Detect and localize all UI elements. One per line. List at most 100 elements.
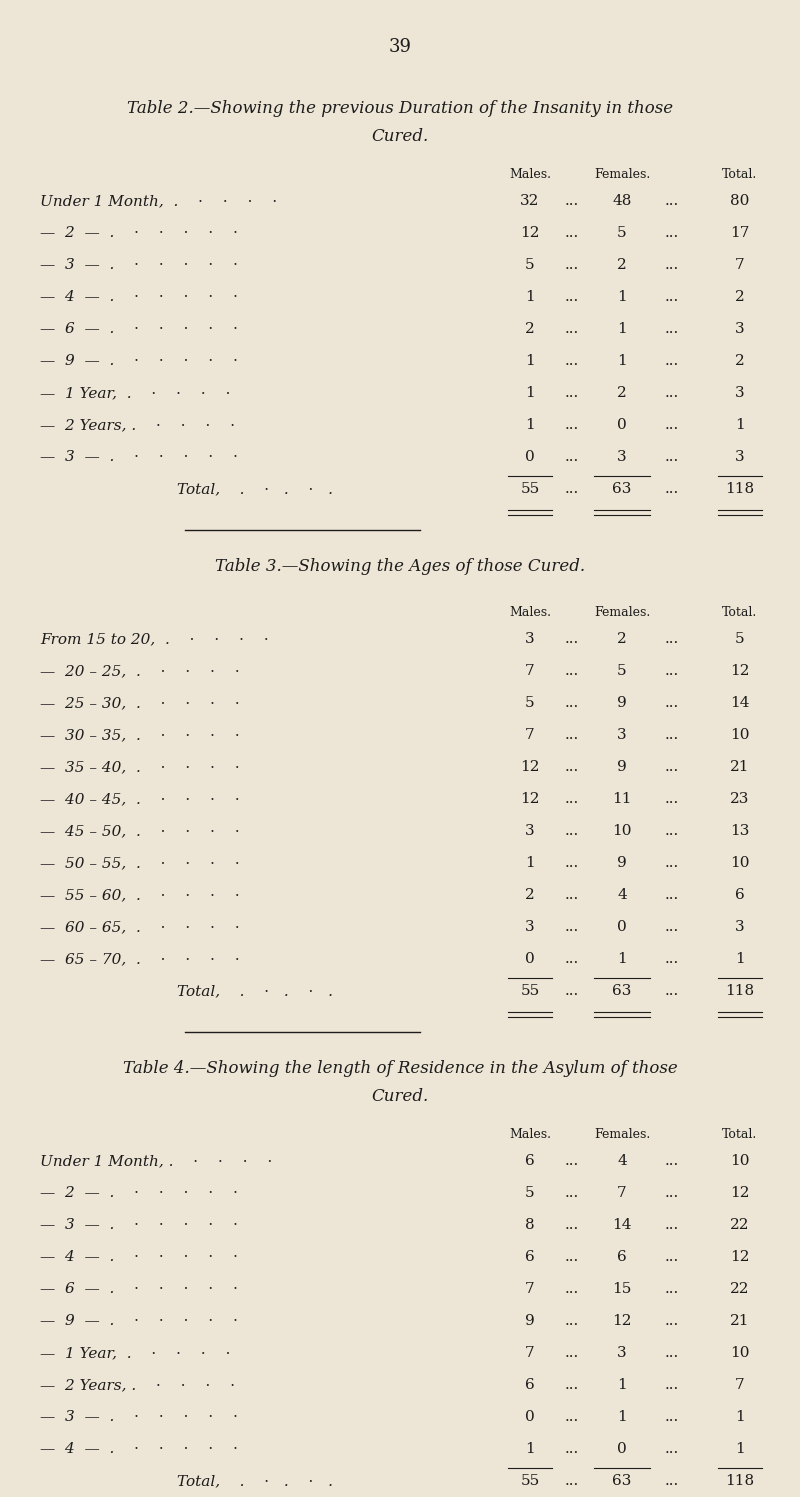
Text: ...: ... — [665, 1410, 679, 1424]
Text: ...: ... — [565, 353, 579, 368]
Text: Total.: Total. — [722, 1129, 758, 1141]
Text: 1: 1 — [525, 418, 535, 433]
Text: ...: ... — [665, 696, 679, 710]
Text: —  2  —  .    ⋅    ⋅    ⋅    ⋅    ⋅: — 2 — . ⋅ ⋅ ⋅ ⋅ ⋅ — [40, 1186, 238, 1201]
Text: Table 2.—Showing the previous Duration of the Insanity in those: Table 2.—Showing the previous Duration o… — [127, 100, 673, 117]
Text: 22: 22 — [730, 1281, 750, 1296]
Text: Males.: Males. — [509, 168, 551, 181]
Text: ...: ... — [565, 1250, 579, 1263]
Text: Table 3.—Showing the Ages of those Cured.: Table 3.—Showing the Ages of those Cured… — [215, 558, 585, 575]
Text: 15: 15 — [612, 1281, 632, 1296]
Text: ...: ... — [665, 482, 679, 496]
Text: 3: 3 — [735, 451, 745, 464]
Text: —  3  —  .    ⋅    ⋅    ⋅    ⋅    ⋅: — 3 — . ⋅ ⋅ ⋅ ⋅ ⋅ — [40, 451, 238, 464]
Text: ...: ... — [565, 1410, 579, 1424]
Text: 23: 23 — [730, 792, 750, 805]
Text: Females.: Females. — [594, 1129, 650, 1141]
Text: 10: 10 — [612, 823, 632, 838]
Text: 39: 39 — [389, 37, 411, 55]
Text: ...: ... — [565, 856, 579, 870]
Text: From 15 to 20,  .    ⋅    ⋅    ⋅    ⋅: From 15 to 20, . ⋅ ⋅ ⋅ ⋅ — [40, 632, 269, 647]
Text: 10: 10 — [730, 1154, 750, 1168]
Text: 13: 13 — [730, 823, 750, 838]
Text: 7: 7 — [525, 665, 535, 678]
Text: ...: ... — [665, 451, 679, 464]
Text: —  65 – 70,  .    ⋅    ⋅    ⋅    ⋅: — 65 – 70, . ⋅ ⋅ ⋅ ⋅ — [40, 952, 240, 966]
Text: —  3  —  .    ⋅    ⋅    ⋅    ⋅    ⋅: — 3 — . ⋅ ⋅ ⋅ ⋅ ⋅ — [40, 1410, 238, 1424]
Text: ...: ... — [565, 888, 579, 903]
Text: ...: ... — [665, 322, 679, 335]
Text: 1: 1 — [525, 856, 535, 870]
Text: ...: ... — [565, 728, 579, 743]
Text: ...: ... — [665, 1250, 679, 1263]
Text: 5: 5 — [617, 665, 627, 678]
Text: Total,    .    ⋅   .    ⋅   .: Total, . ⋅ . ⋅ . — [177, 984, 333, 998]
Text: 9: 9 — [617, 856, 627, 870]
Text: 14: 14 — [730, 696, 750, 710]
Text: 12: 12 — [612, 1314, 632, 1328]
Text: —  2 Years, .    ⋅    ⋅    ⋅    ⋅: — 2 Years, . ⋅ ⋅ ⋅ ⋅ — [40, 1379, 235, 1392]
Text: —  9  —  .    ⋅    ⋅    ⋅    ⋅    ⋅: — 9 — . ⋅ ⋅ ⋅ ⋅ ⋅ — [40, 353, 238, 368]
Text: —  60 – 65,  .    ⋅    ⋅    ⋅    ⋅: — 60 – 65, . ⋅ ⋅ ⋅ ⋅ — [40, 921, 240, 934]
Text: 17: 17 — [730, 226, 750, 240]
Text: 3: 3 — [525, 632, 535, 647]
Text: ...: ... — [565, 665, 579, 678]
Text: Total.: Total. — [722, 606, 758, 618]
Text: Total,    .    ⋅   .    ⋅   .: Total, . ⋅ . ⋅ . — [177, 482, 333, 496]
Text: 12: 12 — [520, 226, 540, 240]
Text: —  40 – 45,  .    ⋅    ⋅    ⋅    ⋅: — 40 – 45, . ⋅ ⋅ ⋅ ⋅ — [40, 792, 240, 805]
Text: 4: 4 — [617, 1154, 627, 1168]
Text: ...: ... — [665, 195, 679, 208]
Text: —  2  —  .    ⋅    ⋅    ⋅    ⋅    ⋅: — 2 — . ⋅ ⋅ ⋅ ⋅ ⋅ — [40, 226, 238, 240]
Text: ...: ... — [565, 322, 579, 335]
Text: Males.: Males. — [509, 606, 551, 618]
Text: 63: 63 — [612, 482, 632, 496]
Text: 0: 0 — [617, 418, 627, 433]
Text: ...: ... — [565, 632, 579, 647]
Text: 11: 11 — [612, 792, 632, 805]
Text: 6: 6 — [735, 888, 745, 903]
Text: 6: 6 — [525, 1154, 535, 1168]
Text: ...: ... — [665, 257, 679, 272]
Text: ...: ... — [665, 1219, 679, 1232]
Text: ...: ... — [565, 1281, 579, 1296]
Text: 7: 7 — [617, 1186, 627, 1201]
Text: ...: ... — [565, 418, 579, 433]
Text: 0: 0 — [525, 952, 535, 966]
Text: Cured.: Cured. — [371, 129, 429, 145]
Text: 1: 1 — [617, 1410, 627, 1424]
Text: 1: 1 — [735, 952, 745, 966]
Text: ...: ... — [565, 482, 579, 496]
Text: ...: ... — [665, 1281, 679, 1296]
Text: —  1 Year,  .    ⋅    ⋅    ⋅    ⋅: — 1 Year, . ⋅ ⋅ ⋅ ⋅ — [40, 1346, 230, 1359]
Text: —  2 Years, .    ⋅    ⋅    ⋅    ⋅: — 2 Years, . ⋅ ⋅ ⋅ ⋅ — [40, 418, 235, 433]
Text: 12: 12 — [520, 792, 540, 805]
Text: ...: ... — [565, 195, 579, 208]
Text: 7: 7 — [735, 257, 745, 272]
Text: 1: 1 — [525, 353, 535, 368]
Text: ...: ... — [565, 386, 579, 400]
Text: ...: ... — [565, 792, 579, 805]
Text: ...: ... — [565, 1379, 579, 1392]
Text: —  20 – 25,  .    ⋅    ⋅    ⋅    ⋅: — 20 – 25, . ⋅ ⋅ ⋅ ⋅ — [40, 665, 240, 678]
Text: ...: ... — [665, 823, 679, 838]
Text: ...: ... — [665, 353, 679, 368]
Text: ...: ... — [565, 1186, 579, 1201]
Text: ...: ... — [665, 888, 679, 903]
Text: 9: 9 — [617, 760, 627, 774]
Text: 2: 2 — [735, 290, 745, 304]
Text: ...: ... — [565, 1154, 579, 1168]
Text: Cured.: Cured. — [371, 1088, 429, 1105]
Text: 14: 14 — [612, 1219, 632, 1232]
Text: —  1 Year,  .    ⋅    ⋅    ⋅    ⋅: — 1 Year, . ⋅ ⋅ ⋅ ⋅ — [40, 386, 230, 400]
Text: 1: 1 — [735, 1442, 745, 1457]
Text: ...: ... — [665, 386, 679, 400]
Text: 118: 118 — [726, 482, 754, 496]
Text: 1: 1 — [617, 1379, 627, 1392]
Text: 1: 1 — [525, 290, 535, 304]
Text: 1: 1 — [617, 353, 627, 368]
Text: 2: 2 — [617, 632, 627, 647]
Text: 7: 7 — [525, 1281, 535, 1296]
Text: 9: 9 — [617, 696, 627, 710]
Text: —  4  —  .    ⋅    ⋅    ⋅    ⋅    ⋅: — 4 — . ⋅ ⋅ ⋅ ⋅ ⋅ — [40, 1250, 238, 1263]
